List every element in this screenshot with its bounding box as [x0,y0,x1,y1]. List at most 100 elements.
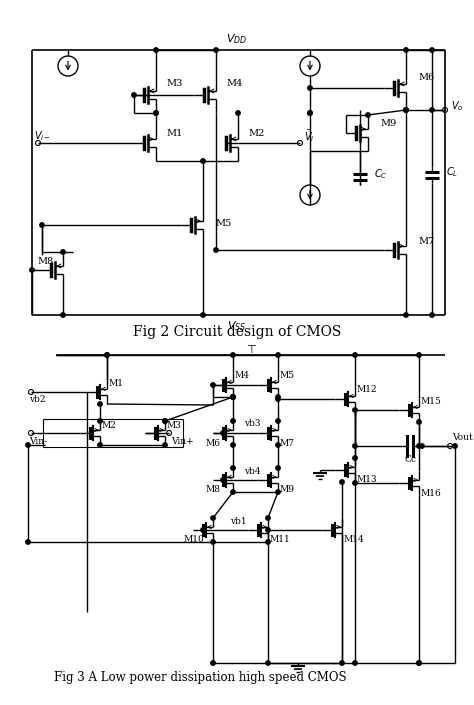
Text: M6: M6 [206,439,221,448]
Circle shape [353,481,357,485]
Circle shape [266,528,270,532]
Circle shape [453,444,457,448]
Circle shape [308,86,312,90]
Text: Vin+: Vin+ [171,436,193,446]
Circle shape [404,48,408,52]
Circle shape [276,490,280,494]
Circle shape [276,395,280,399]
Circle shape [417,661,421,666]
Circle shape [154,111,158,115]
Circle shape [430,313,434,317]
Circle shape [211,516,215,520]
Circle shape [266,540,270,544]
Circle shape [353,456,357,460]
Circle shape [340,480,344,484]
Text: M16: M16 [421,489,442,498]
Text: Vout: Vout [452,434,473,443]
Circle shape [231,395,235,399]
Text: vb1: vb1 [230,517,246,527]
Circle shape [417,661,421,666]
Text: M6: M6 [418,73,434,82]
Text: M3: M3 [166,78,182,87]
Text: M5: M5 [215,219,231,228]
Text: M14: M14 [344,536,365,544]
Circle shape [404,108,408,112]
Circle shape [163,443,167,447]
Circle shape [211,661,215,666]
Circle shape [231,352,235,357]
Circle shape [353,352,357,357]
Text: M1: M1 [109,379,124,388]
Circle shape [231,443,235,447]
Circle shape [231,395,235,399]
Text: M2: M2 [248,128,264,137]
Text: M7: M7 [280,439,295,448]
Text: vb3: vb3 [244,419,260,427]
Circle shape [236,111,240,115]
Circle shape [201,313,205,317]
Circle shape [276,352,280,357]
Circle shape [98,402,102,406]
Circle shape [417,352,421,357]
Circle shape [266,661,270,666]
Circle shape [61,250,65,255]
Circle shape [353,661,357,666]
Text: $V_{DD}$: $V_{DD}$ [227,32,247,46]
Circle shape [163,419,167,423]
Circle shape [40,223,44,227]
Text: M4: M4 [235,372,250,381]
Circle shape [214,48,218,52]
Text: M11: M11 [270,536,291,544]
Text: M10: M10 [184,536,205,544]
Text: Vin-: Vin- [29,436,47,446]
Circle shape [231,395,235,399]
Text: M4: M4 [226,78,242,87]
Circle shape [420,444,424,448]
Circle shape [266,516,270,520]
Circle shape [154,48,158,52]
Circle shape [308,111,312,115]
Text: M5: M5 [280,372,295,381]
Circle shape [340,661,344,666]
Circle shape [163,419,167,423]
Text: M15: M15 [421,396,442,405]
Circle shape [308,111,312,115]
Circle shape [211,383,215,387]
Circle shape [276,466,280,470]
Text: Fig 2 Circuit design of CMOS: Fig 2 Circuit design of CMOS [133,325,341,339]
Circle shape [154,111,158,115]
Circle shape [276,443,280,447]
Text: M9: M9 [380,118,396,128]
Text: vb2: vb2 [29,396,46,405]
Circle shape [353,407,357,412]
Text: M7: M7 [418,238,434,247]
Text: M1: M1 [166,128,182,137]
Text: $V_{SS}$: $V_{SS}$ [228,319,246,333]
Circle shape [201,159,205,163]
Text: M8: M8 [37,257,53,266]
Text: $C_C$: $C_C$ [374,167,388,181]
Circle shape [26,443,30,447]
Text: M3: M3 [167,420,182,429]
Circle shape [132,93,136,97]
Circle shape [201,528,205,532]
Circle shape [221,431,225,435]
Circle shape [430,108,434,112]
Circle shape [98,443,102,447]
Circle shape [276,419,280,423]
Text: $\bar{V}_i$: $\bar{V}_i$ [304,128,315,144]
Circle shape [417,444,421,448]
Text: M13: M13 [357,475,378,484]
Circle shape [61,313,65,317]
Circle shape [211,540,215,544]
Circle shape [105,352,109,357]
Circle shape [366,113,370,117]
Circle shape [30,268,34,272]
Circle shape [231,490,235,494]
Circle shape [276,397,280,401]
Circle shape [105,352,109,357]
Circle shape [98,419,102,423]
Circle shape [214,247,218,252]
Text: $V_{i-}$: $V_{i-}$ [34,129,51,143]
Circle shape [231,466,235,470]
